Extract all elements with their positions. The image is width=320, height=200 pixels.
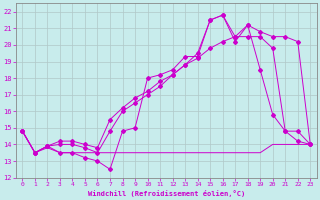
X-axis label: Windchill (Refroidissement éolien,°C): Windchill (Refroidissement éolien,°C): [88, 190, 245, 197]
